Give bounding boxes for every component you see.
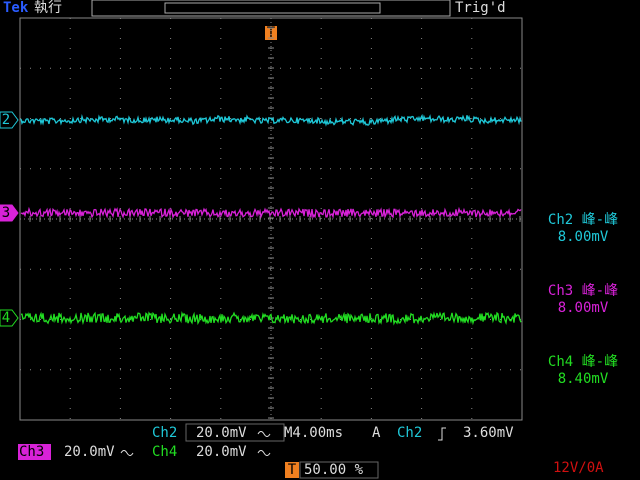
measurement-value: 8.00mV	[558, 300, 609, 316]
trigger-marker-bg	[265, 26, 277, 40]
edge-icon	[438, 427, 446, 441]
trace	[20, 310, 522, 326]
bw-icon	[257, 450, 271, 456]
measurement-label: Ch2 峰-峰	[548, 212, 618, 228]
graticule	[19, 17, 523, 421]
record-frame	[91, 0, 451, 17]
trigger-state: Trig'd	[455, 0, 506, 16]
trace	[20, 113, 522, 127]
trigger-marker: T	[267, 25, 276, 41]
channel-marker-bg	[0, 204, 19, 222]
ch2-scale: 20.0mV	[196, 425, 247, 441]
brand: Tek	[3, 0, 29, 16]
ch4-scale: 20.0mV	[196, 444, 247, 460]
channel-marker: 2	[2, 112, 10, 128]
trigger-pos-marker: T	[288, 462, 297, 478]
trigger-pos-box	[299, 461, 379, 479]
ch2-box	[185, 423, 285, 442]
traces: 2 3 4	[0, 111, 522, 327]
ch3-scale: 20.0mV	[64, 444, 115, 460]
trace	[20, 206, 522, 219]
measurement-value: 8.40mV	[558, 371, 609, 387]
trigger-level: 3.60mV	[463, 425, 514, 441]
watermark: 12V/0A	[553, 460, 604, 476]
ch2-label: Ch2	[152, 425, 177, 441]
measurement-label: Ch4 峰-峰	[548, 354, 618, 370]
trigger-mode: A	[372, 425, 381, 441]
timebase: M4.00ms	[284, 425, 343, 441]
channel-marker-bg	[0, 309, 19, 327]
trigger-pos-bg	[285, 462, 299, 478]
ch3-label-bg	[18, 444, 51, 460]
run-status: 執行	[34, 0, 62, 16]
bw-icon	[120, 450, 134, 456]
channel-marker-bg	[0, 111, 19, 129]
measurement-label: Ch3 峰-峰	[548, 283, 618, 299]
bw-icon	[257, 431, 271, 437]
measurement-value: 8.00mV	[558, 229, 609, 245]
trigger-source: Ch2	[397, 425, 422, 441]
trigger-position: 50.00 %	[304, 462, 364, 478]
channel-marker: 4	[2, 310, 10, 326]
record-window	[164, 2, 381, 14]
channel-marker: 3	[2, 205, 10, 221]
ch4-label: Ch4	[152, 444, 177, 460]
ch3-label: Ch3	[19, 444, 44, 460]
